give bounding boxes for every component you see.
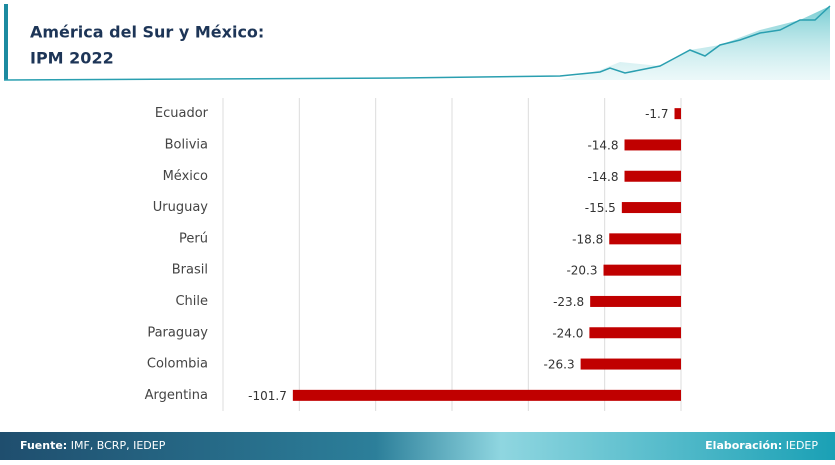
category-label: Chile — [175, 294, 208, 309]
category-label: Uruguay — [153, 200, 209, 215]
value-label: -18.8 — [572, 232, 603, 246]
value-label: -1.7 — [645, 107, 668, 121]
footer-source: Fuente: IMF, BCRP, IEDEP — [20, 439, 166, 452]
footer-bg — [0, 432, 835, 460]
bar — [603, 264, 681, 276]
category-label: Perú — [179, 231, 208, 246]
category-label: Argentina — [145, 388, 208, 403]
source: IMF, BCRP, IEDEP — [71, 439, 166, 452]
value-label: -14.8 — [587, 138, 618, 152]
category-label: Colombia — [147, 357, 208, 372]
category-label: Ecuador — [155, 106, 209, 121]
bar — [589, 327, 681, 339]
value-label: -26.3 — [544, 358, 575, 372]
bar — [621, 202, 681, 214]
header-accent — [4, 4, 8, 80]
category-label: Bolivia — [165, 137, 208, 152]
value-label: -101.7 — [248, 389, 287, 403]
bar — [624, 170, 681, 182]
header-line — [3, 5, 831, 81]
category-label: México — [163, 169, 208, 184]
credit-label: Elaboración: — [705, 439, 782, 452]
chart-subtitle: IPM 2022 — [30, 49, 114, 68]
bar — [292, 389, 681, 401]
bar — [580, 358, 681, 370]
header-decoration — [560, 6, 830, 80]
bar — [609, 233, 681, 245]
value-label: -23.8 — [553, 295, 584, 309]
bar — [624, 139, 681, 151]
chart-title: América del Sur y México: — [30, 23, 264, 42]
category-label: Paraguay — [147, 325, 208, 340]
credit: IEDEP — [786, 439, 819, 452]
bar — [590, 295, 681, 307]
bar — [674, 108, 681, 120]
value-label: -20.3 — [566, 264, 597, 278]
category-label: Brasil — [172, 263, 208, 278]
source-label: Fuente: — [20, 439, 67, 452]
footer-credit: Elaboración: IEDEP — [705, 439, 818, 452]
value-label: -24.0 — [552, 326, 583, 340]
value-label: -15.5 — [585, 201, 616, 215]
value-label: -14.8 — [587, 170, 618, 184]
